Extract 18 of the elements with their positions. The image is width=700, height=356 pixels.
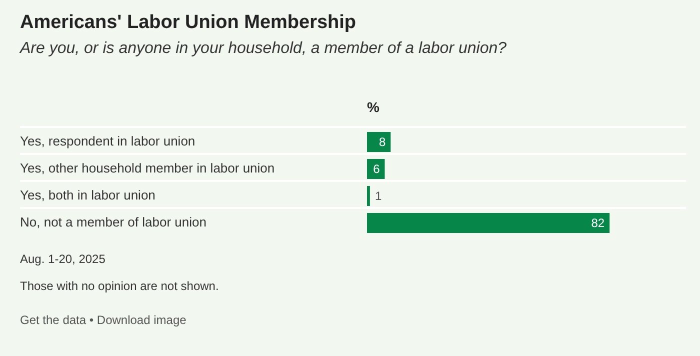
y-tick-label: Yes, respondent in labor union (20, 134, 196, 148)
y-tick-label: Yes, other household member in labor union (20, 160, 275, 176)
data-label: 1 (374, 189, 382, 203)
text: Get the data • Download image (20, 313, 186, 327)
text: Those with no opinion are not shown. (20, 279, 219, 293)
bar (367, 159, 385, 179)
bar (367, 132, 391, 152)
data-label: 8 (378, 135, 386, 149)
y-tick-label: Yes, both in labor union (20, 188, 156, 202)
chart-subtitle: Are you, or is anyone in your household, a member of a labor union? (20, 40, 507, 58)
text: Americans' Labor Union Membership (20, 12, 356, 34)
data-label: 82 (591, 216, 605, 230)
text: Aug. 1-20, 2025 (20, 252, 106, 266)
x-axis-title: % (367, 99, 380, 115)
bar (367, 213, 610, 233)
y-tick-label: No, not a member of labor union (20, 214, 206, 230)
bar (367, 186, 370, 206)
data-label: 6 (373, 162, 380, 176)
